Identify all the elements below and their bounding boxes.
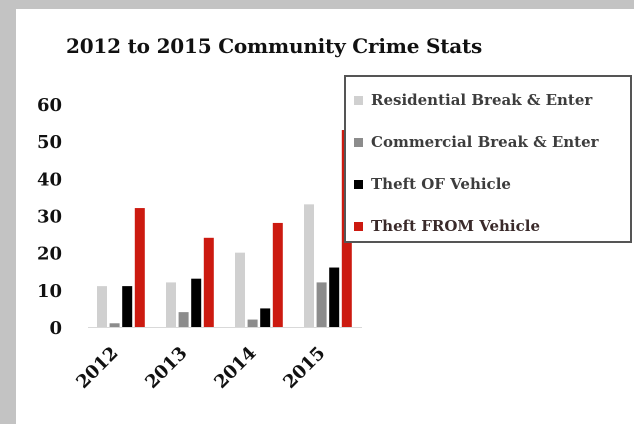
bar-group — [97, 130, 352, 327]
legend-swatch — [354, 137, 363, 147]
bar — [97, 286, 107, 327]
bar — [109, 323, 120, 327]
x-tick-label: 2013 — [141, 343, 191, 393]
legend-item: Theft FROM Vehicle — [354, 215, 540, 237]
legend-label: Theft OF Vehicle — [371, 175, 511, 193]
legend-swatch — [354, 95, 363, 105]
chart-legend: Residential Break & Enter Commercial Brea… — [344, 75, 632, 243]
bar — [329, 267, 340, 327]
bar — [191, 278, 202, 327]
legend-item: Commercial Break & Enter — [354, 131, 599, 153]
legend-label: Commercial Break & Enter — [371, 133, 599, 151]
chart-title: 2012 to 2015 Community Crime Stats — [66, 34, 483, 58]
bar — [134, 208, 145, 327]
y-axis-ticks: 0 10 20 30 40 50 60 — [37, 95, 62, 339]
bar — [316, 282, 327, 327]
y-tick-label: 60 — [37, 95, 62, 116]
x-axis-ticks: 2012 2013 2014 2015 — [72, 343, 329, 393]
legend-label: Residential Break & Enter — [371, 91, 593, 109]
y-tick-label: 0 — [49, 318, 62, 339]
bar — [247, 319, 258, 327]
legend-item: Theft OF Vehicle — [354, 173, 511, 195]
legend-item: Residential Break & Enter — [354, 89, 592, 111]
legend-swatch — [354, 221, 363, 231]
bar — [272, 222, 283, 327]
y-tick-label: 50 — [37, 132, 62, 153]
y-tick-label: 20 — [37, 244, 62, 265]
y-tick-label: 10 — [37, 281, 62, 302]
legend-swatch — [354, 179, 363, 189]
x-tick-label: 2012 — [72, 343, 122, 393]
bar — [203, 237, 214, 327]
x-tick-label: 2015 — [279, 343, 329, 393]
y-tick-label: 40 — [37, 169, 62, 190]
bar — [304, 204, 314, 327]
legend-label: Theft FROM Vehicle — [371, 217, 541, 235]
bar — [260, 308, 271, 327]
x-tick-label: 2014 — [210, 343, 260, 393]
bar — [178, 312, 189, 327]
bar — [235, 252, 245, 327]
bar — [122, 286, 133, 327]
bar — [166, 282, 176, 327]
y-tick-label: 30 — [37, 207, 62, 228]
